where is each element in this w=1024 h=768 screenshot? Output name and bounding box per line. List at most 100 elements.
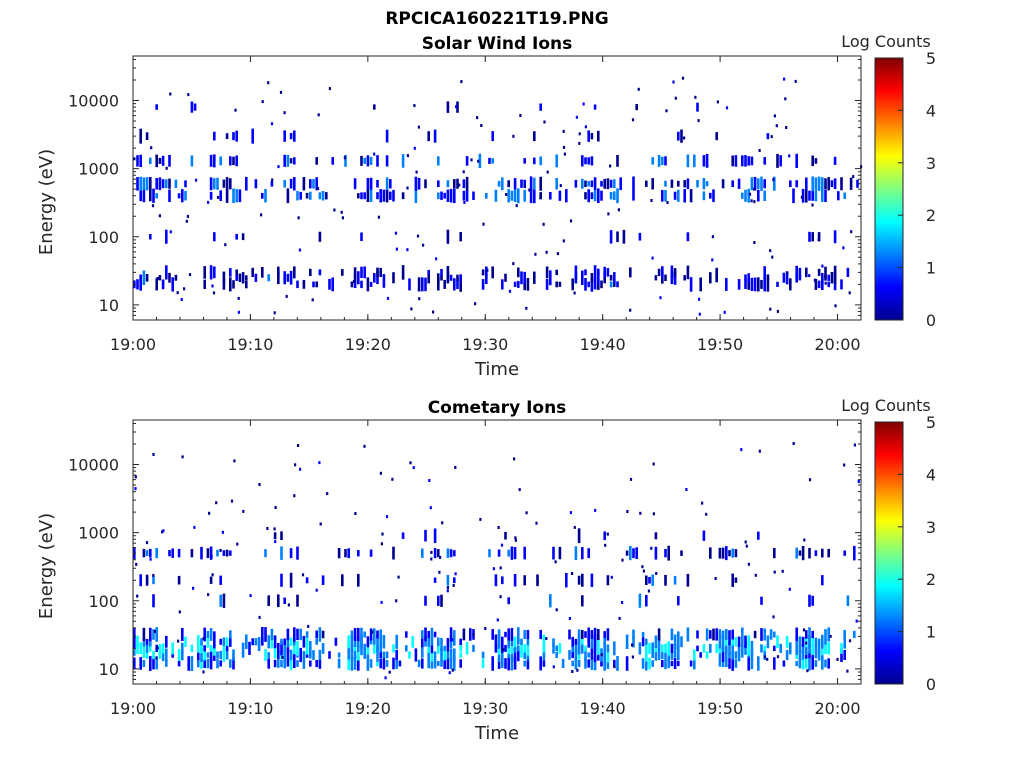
data-cell bbox=[645, 180, 648, 187]
data-cell bbox=[462, 190, 466, 201]
data-cell bbox=[491, 131, 494, 142]
data-cell bbox=[366, 189, 370, 202]
data-cell bbox=[376, 180, 379, 188]
data-cell bbox=[267, 658, 270, 669]
data-cell bbox=[689, 277, 693, 292]
data-cell bbox=[463, 200, 466, 204]
data-cell bbox=[136, 635, 139, 648]
data-cell bbox=[852, 175, 855, 179]
data-cell bbox=[590, 277, 594, 292]
data-cell bbox=[454, 465, 457, 469]
data-cell bbox=[657, 638, 661, 646]
data-cell bbox=[811, 190, 814, 201]
data-cell bbox=[788, 154, 791, 158]
data-cell bbox=[821, 278, 824, 290]
x-tick-label: 19:00 bbox=[110, 335, 156, 354]
data-cell bbox=[440, 648, 443, 662]
data-cell bbox=[424, 627, 427, 642]
data-cell bbox=[347, 650, 350, 660]
data-cell bbox=[497, 549, 501, 557]
data-cell bbox=[181, 455, 184, 459]
data-cell bbox=[258, 615, 261, 619]
data-cell bbox=[337, 548, 341, 559]
data-cell bbox=[382, 274, 386, 282]
data-cell bbox=[430, 550, 433, 554]
data-cell bbox=[587, 636, 590, 648]
data-cell bbox=[737, 279, 741, 290]
data-cell bbox=[318, 649, 322, 661]
data-cell bbox=[817, 649, 821, 661]
data-cell bbox=[693, 154, 696, 168]
data-cell bbox=[517, 188, 520, 204]
data-cell bbox=[606, 178, 610, 190]
data-cell bbox=[651, 574, 654, 586]
data-cell bbox=[632, 636, 635, 648]
data-cell bbox=[347, 644, 350, 653]
data-cell bbox=[513, 547, 517, 560]
data-cell bbox=[254, 273, 258, 282]
data-cell bbox=[821, 272, 824, 283]
data-cell bbox=[343, 156, 346, 160]
data-cell bbox=[379, 651, 382, 659]
data-cell bbox=[827, 642, 830, 655]
data-cell bbox=[449, 627, 453, 642]
data-cell bbox=[433, 577, 437, 583]
data-cell bbox=[600, 180, 603, 187]
data-cell bbox=[139, 574, 142, 587]
x-tick-label: 20:00 bbox=[814, 699, 860, 718]
data-cell bbox=[552, 638, 555, 646]
data-cell bbox=[763, 157, 766, 165]
data-cell bbox=[286, 643, 290, 653]
data-cell bbox=[686, 232, 690, 242]
data-cell bbox=[594, 508, 597, 512]
data-cell bbox=[801, 657, 805, 670]
data-cell bbox=[446, 589, 449, 593]
data-cell bbox=[200, 546, 203, 560]
data-cell bbox=[609, 230, 613, 244]
data-cell bbox=[373, 273, 376, 283]
data-cell bbox=[171, 642, 174, 655]
data-cell bbox=[616, 188, 619, 204]
data-cell bbox=[406, 248, 409, 252]
data-cell bbox=[149, 645, 152, 652]
data-cell bbox=[200, 643, 203, 654]
y-tick-label: 1000 bbox=[78, 160, 119, 179]
data-cell bbox=[465, 642, 469, 655]
data-cell bbox=[491, 158, 494, 164]
data-cell bbox=[401, 532, 405, 539]
data-cell bbox=[363, 192, 366, 200]
data-cell bbox=[241, 233, 245, 241]
data-cell bbox=[702, 155, 706, 167]
data-cell bbox=[645, 656, 648, 671]
data-cell bbox=[430, 658, 434, 669]
data-cell bbox=[430, 637, 434, 646]
data-cell bbox=[289, 158, 293, 164]
data-cell bbox=[683, 136, 686, 140]
data-cell bbox=[645, 638, 648, 645]
data-cell bbox=[190, 656, 194, 671]
data-cell bbox=[305, 642, 309, 655]
data-cell bbox=[584, 658, 587, 669]
data-cell bbox=[801, 188, 805, 203]
data-cell bbox=[677, 189, 680, 202]
data-cell bbox=[821, 177, 824, 191]
data-cell bbox=[741, 652, 744, 658]
data-cell bbox=[715, 628, 718, 641]
data-cell bbox=[234, 108, 237, 112]
data-cell bbox=[337, 652, 341, 658]
data-cell bbox=[753, 241, 756, 244]
data-cell bbox=[680, 550, 683, 556]
data-cell bbox=[817, 237, 820, 241]
data-cell bbox=[673, 191, 677, 200]
x-tick-label: 19:10 bbox=[227, 699, 273, 718]
data-cell bbox=[642, 569, 645, 573]
data-cell bbox=[814, 645, 818, 652]
data-cell bbox=[664, 657, 667, 670]
data-cell bbox=[744, 189, 747, 202]
data-cell bbox=[546, 170, 549, 174]
data-cell bbox=[696, 102, 699, 112]
data-cell bbox=[286, 273, 290, 282]
data-cell bbox=[843, 463, 846, 467]
data-cell bbox=[593, 104, 597, 110]
data-cell bbox=[725, 277, 728, 291]
